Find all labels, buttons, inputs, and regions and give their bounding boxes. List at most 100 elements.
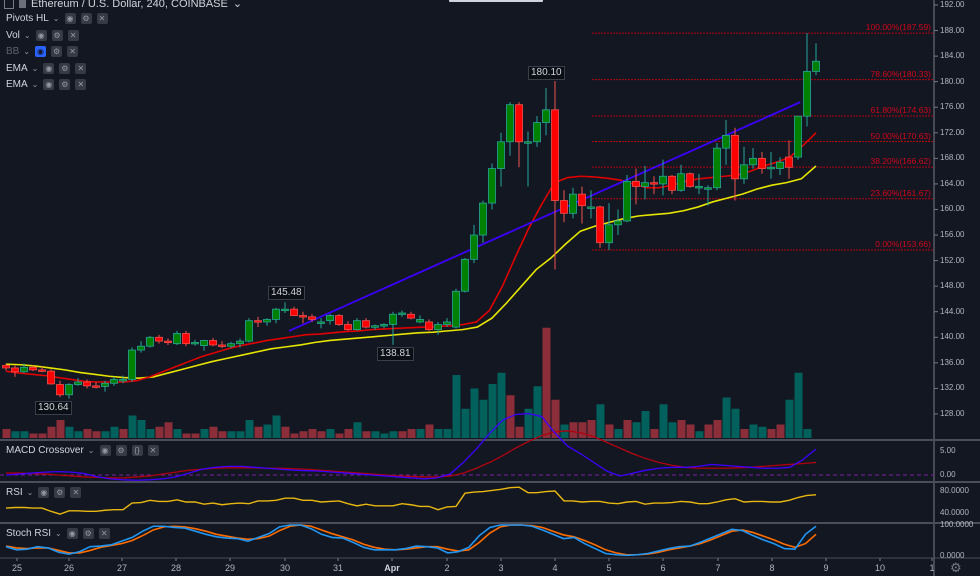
indicator-legend-row: Vol ⌄ ◉ ⚙ ✕ (6, 29, 79, 41)
price-tick: 148.00 (940, 281, 965, 291)
price-tick: 140.00 (940, 332, 965, 342)
gear-icon[interactable]: ⚙ (82, 528, 94, 539)
date-tick: 10 (874, 563, 886, 573)
eye-icon[interactable]: ◉ (38, 487, 50, 498)
rsi-label[interactable]: RSI (6, 487, 23, 498)
chevron-down-icon[interactable]: ⌄ (31, 80, 39, 89)
fib-level-label: 0.00%(153.66) (875, 238, 931, 249)
price-tick: 188.00 (940, 25, 965, 35)
date-tick: 5 (606, 563, 612, 573)
eye-icon[interactable]: ◉ (99, 445, 111, 456)
eye-icon[interactable]: ◉ (66, 528, 78, 539)
fib-level-label: 78.60%(180.33) (870, 68, 932, 79)
price-tick: 128.00 (940, 408, 965, 418)
price-tick: 172.00 (940, 127, 965, 137)
close-icon[interactable]: ✕ (98, 528, 110, 539)
close-icon[interactable]: ✕ (96, 13, 108, 24)
fib-level-label: 23.60%(161.67) (870, 187, 932, 198)
indicator-label[interactable]: Pivots HL (6, 13, 49, 24)
price-tick: 192.00 (940, 0, 965, 9)
price-tick: 136.00 (940, 357, 965, 367)
gear-icon[interactable]: ⚙ (80, 13, 92, 24)
indicator-tick: 5.00 (940, 446, 956, 455)
indicator-label[interactable]: BB (6, 46, 20, 57)
close-icon[interactable]: ✕ (67, 29, 79, 41)
chevron-down-icon[interactable]: ⌄ (23, 30, 31, 40)
gear-icon[interactable]: ⚙ (51, 46, 63, 57)
indicator-tick: 0.00 (940, 470, 956, 479)
price-tick: 184.00 (940, 51, 965, 61)
date-tick: 6 (660, 563, 666, 573)
close-icon[interactable]: ✕ (70, 487, 82, 498)
close-icon[interactable]: ✕ (67, 46, 79, 57)
fib-level-label: 38.20%(166.62) (870, 156, 932, 167)
source-code-icon[interactable]: {} (131, 445, 143, 456)
date-tick: 27 (116, 563, 128, 573)
price-tick: 132.00 (940, 383, 965, 393)
indicator-legend-row: BB ⌄ ◉ ⚙ ✕ (6, 46, 79, 57)
chevron-down-icon[interactable]: ⌄ (31, 63, 39, 73)
chevron-down-icon[interactable]: ⌄ (23, 47, 31, 56)
indicator-legend-row: Pivots HL ⌄ ◉ ⚙ ✕ (6, 13, 108, 24)
symbol-logo-icon (19, 0, 26, 8)
eye-icon[interactable]: ◉ (43, 62, 55, 74)
stoch-rsi-label[interactable]: Stoch RSI (6, 528, 52, 539)
stoch-rsi-legend: Stoch RSI ⌄ ◉ ⚙ ✕ (6, 528, 110, 539)
pivot-high-tag: 180.10 (528, 66, 565, 80)
date-tick: 29 (224, 563, 236, 573)
gear-icon[interactable]: ⚙ (115, 445, 127, 456)
date-tick: 4 (552, 563, 558, 573)
close-icon[interactable]: ✕ (75, 62, 87, 74)
close-icon[interactable]: ✕ (75, 79, 87, 90)
date-tick: 1 (929, 563, 935, 573)
chevron-down-icon[interactable]: ⌄ (232, 0, 243, 10)
close-icon[interactable]: ✕ (147, 445, 159, 456)
price-tick: 152.00 (940, 255, 965, 265)
date-tick: 28 (170, 563, 182, 573)
chevron-down-icon[interactable]: ⌄ (55, 529, 62, 538)
eye-icon[interactable]: ◉ (64, 13, 76, 24)
eye-icon[interactable]: ◉ (35, 46, 47, 57)
gear-icon[interactable]: ⚙ (51, 29, 63, 41)
pivot-high-tag: 145.48 (268, 286, 305, 300)
macd-legend: MACD Crossover ⌄ ◉ ⚙ {} ✕ (6, 445, 159, 456)
indicator-legend-row: EMA ⌄ ◉ ⚙ ✕ (6, 62, 87, 74)
date-tick: 26 (63, 563, 75, 573)
indicator-label[interactable]: Vol (6, 29, 20, 41)
settings-gear-icon[interactable]: ⚙ (950, 560, 962, 575)
indicator-label[interactable]: EMA (6, 79, 28, 90)
collapse-icon[interactable] (4, 0, 14, 9)
date-tick: Apr (384, 563, 400, 573)
gear-icon[interactable]: ⚙ (59, 79, 71, 90)
fib-level-label: 100.00%(187.59) (865, 22, 931, 33)
rsi-legend: RSI ⌄ ◉ ⚙ ✕ (6, 487, 82, 498)
macd-label[interactable]: MACD Crossover (6, 445, 84, 456)
eye-icon[interactable]: ◉ (35, 29, 47, 41)
date-tick: 31 (332, 563, 344, 573)
chart-title[interactable]: Ethereum / U.S. Dollar, 240, COINBASE (31, 0, 228, 10)
price-tick: 180.00 (940, 76, 965, 86)
date-tick: 2 (444, 563, 450, 573)
gear-icon[interactable]: ⚙ (59, 62, 71, 74)
indicator-tick: 40.0000 (940, 508, 969, 517)
eye-icon[interactable]: ◉ (43, 79, 55, 90)
date-tick: 3 (498, 563, 504, 573)
date-tick: 25 (11, 563, 23, 573)
price-tick: 164.00 (940, 178, 965, 188)
chart-title-bar: Ethereum / U.S. Dollar, 240, COINBASE ⌄ (4, 0, 242, 10)
chevron-down-icon[interactable]: ⌄ (26, 488, 34, 497)
chevron-down-icon[interactable]: ⌄ (52, 14, 60, 23)
price-tick: 168.00 (940, 153, 965, 163)
date-tick: 8 (769, 563, 775, 573)
pivot-low-tag: 138.81 (377, 347, 414, 361)
price-tick: 144.00 (940, 306, 965, 316)
date-tick: 30 (279, 563, 291, 573)
indicator-label[interactable]: EMA (6, 62, 28, 74)
chevron-down-icon[interactable]: ⌄ (87, 446, 95, 455)
indicator-legend-row: EMA ⌄ ◉ ⚙ ✕ (6, 79, 87, 90)
gear-icon[interactable]: ⚙ (54, 487, 66, 498)
pivot-low-tag: 130.64 (35, 401, 72, 415)
date-tick: 7 (715, 563, 721, 573)
fib-level-label: 61.80%(174.63) (870, 104, 932, 115)
